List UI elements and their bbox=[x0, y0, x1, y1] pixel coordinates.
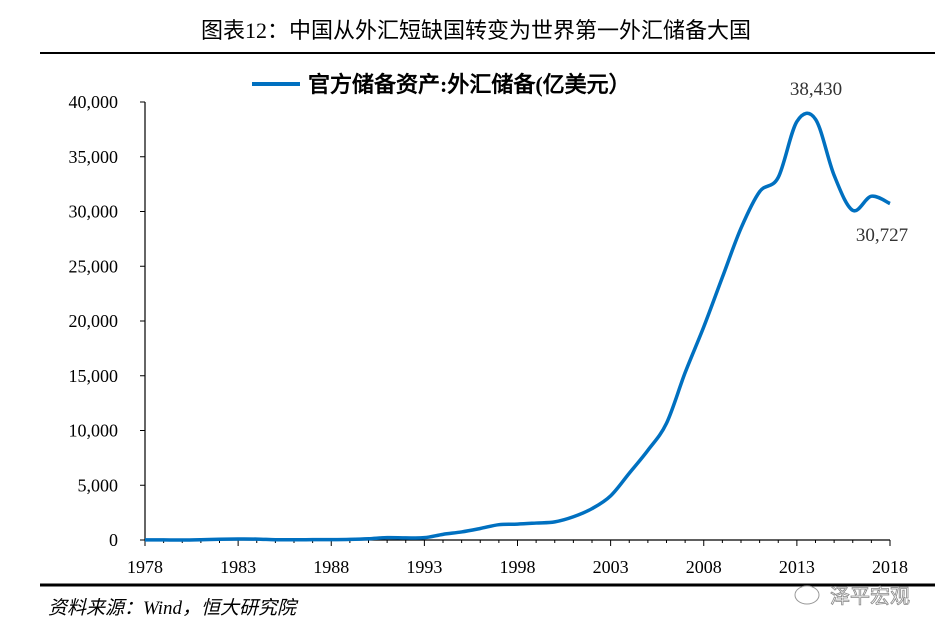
x-tick-label: 1978 bbox=[127, 557, 163, 577]
y-tick-label: 0 bbox=[109, 530, 118, 550]
source-note: 资料来源：Wind，恒大研究院 bbox=[48, 597, 299, 619]
x-tick-label: 2018 bbox=[872, 557, 908, 577]
y-tick-label: 15,000 bbox=[69, 366, 119, 386]
y-tick-label: 5,000 bbox=[78, 475, 119, 495]
axes: 0 5,000 10,000 15,000 20,000 25,000 30,000 35,0… bbox=[69, 92, 909, 577]
y-tick-label: 30,000 bbox=[69, 202, 119, 222]
x-tick-label: 1988 bbox=[313, 557, 349, 577]
watermark: 泽平宏观 bbox=[794, 585, 910, 608]
x-tick-label: 1993 bbox=[406, 557, 442, 577]
x-tick-label: 2013 bbox=[779, 557, 815, 577]
series-line bbox=[144, 111, 891, 542]
y-tick-label: 35,000 bbox=[69, 147, 119, 167]
annotation-latest: 30,727 bbox=[856, 225, 908, 246]
x-tick-label: 2008 bbox=[686, 557, 722, 577]
y-tick-label: 25,000 bbox=[69, 256, 119, 276]
y-tick-label: 10,000 bbox=[69, 421, 119, 441]
annotation-peak: 38,430 bbox=[790, 79, 842, 100]
x-tick-label: 1983 bbox=[220, 557, 256, 577]
wechat-icon bbox=[794, 585, 820, 605]
y-tick-label: 40,000 bbox=[69, 92, 119, 112]
x-tick-label: 1998 bbox=[500, 557, 536, 577]
x-tick-label: 2003 bbox=[593, 557, 629, 577]
chart-title: 图表12：中国从外汇短缺国转变为世界第一外汇储备大国 bbox=[201, 18, 751, 43]
watermark-text: 泽平宏观 bbox=[830, 585, 910, 608]
legend-label: 官方储备资产:外汇储备(亿美元） bbox=[308, 72, 631, 97]
y-tick-label: 20,000 bbox=[69, 311, 119, 331]
